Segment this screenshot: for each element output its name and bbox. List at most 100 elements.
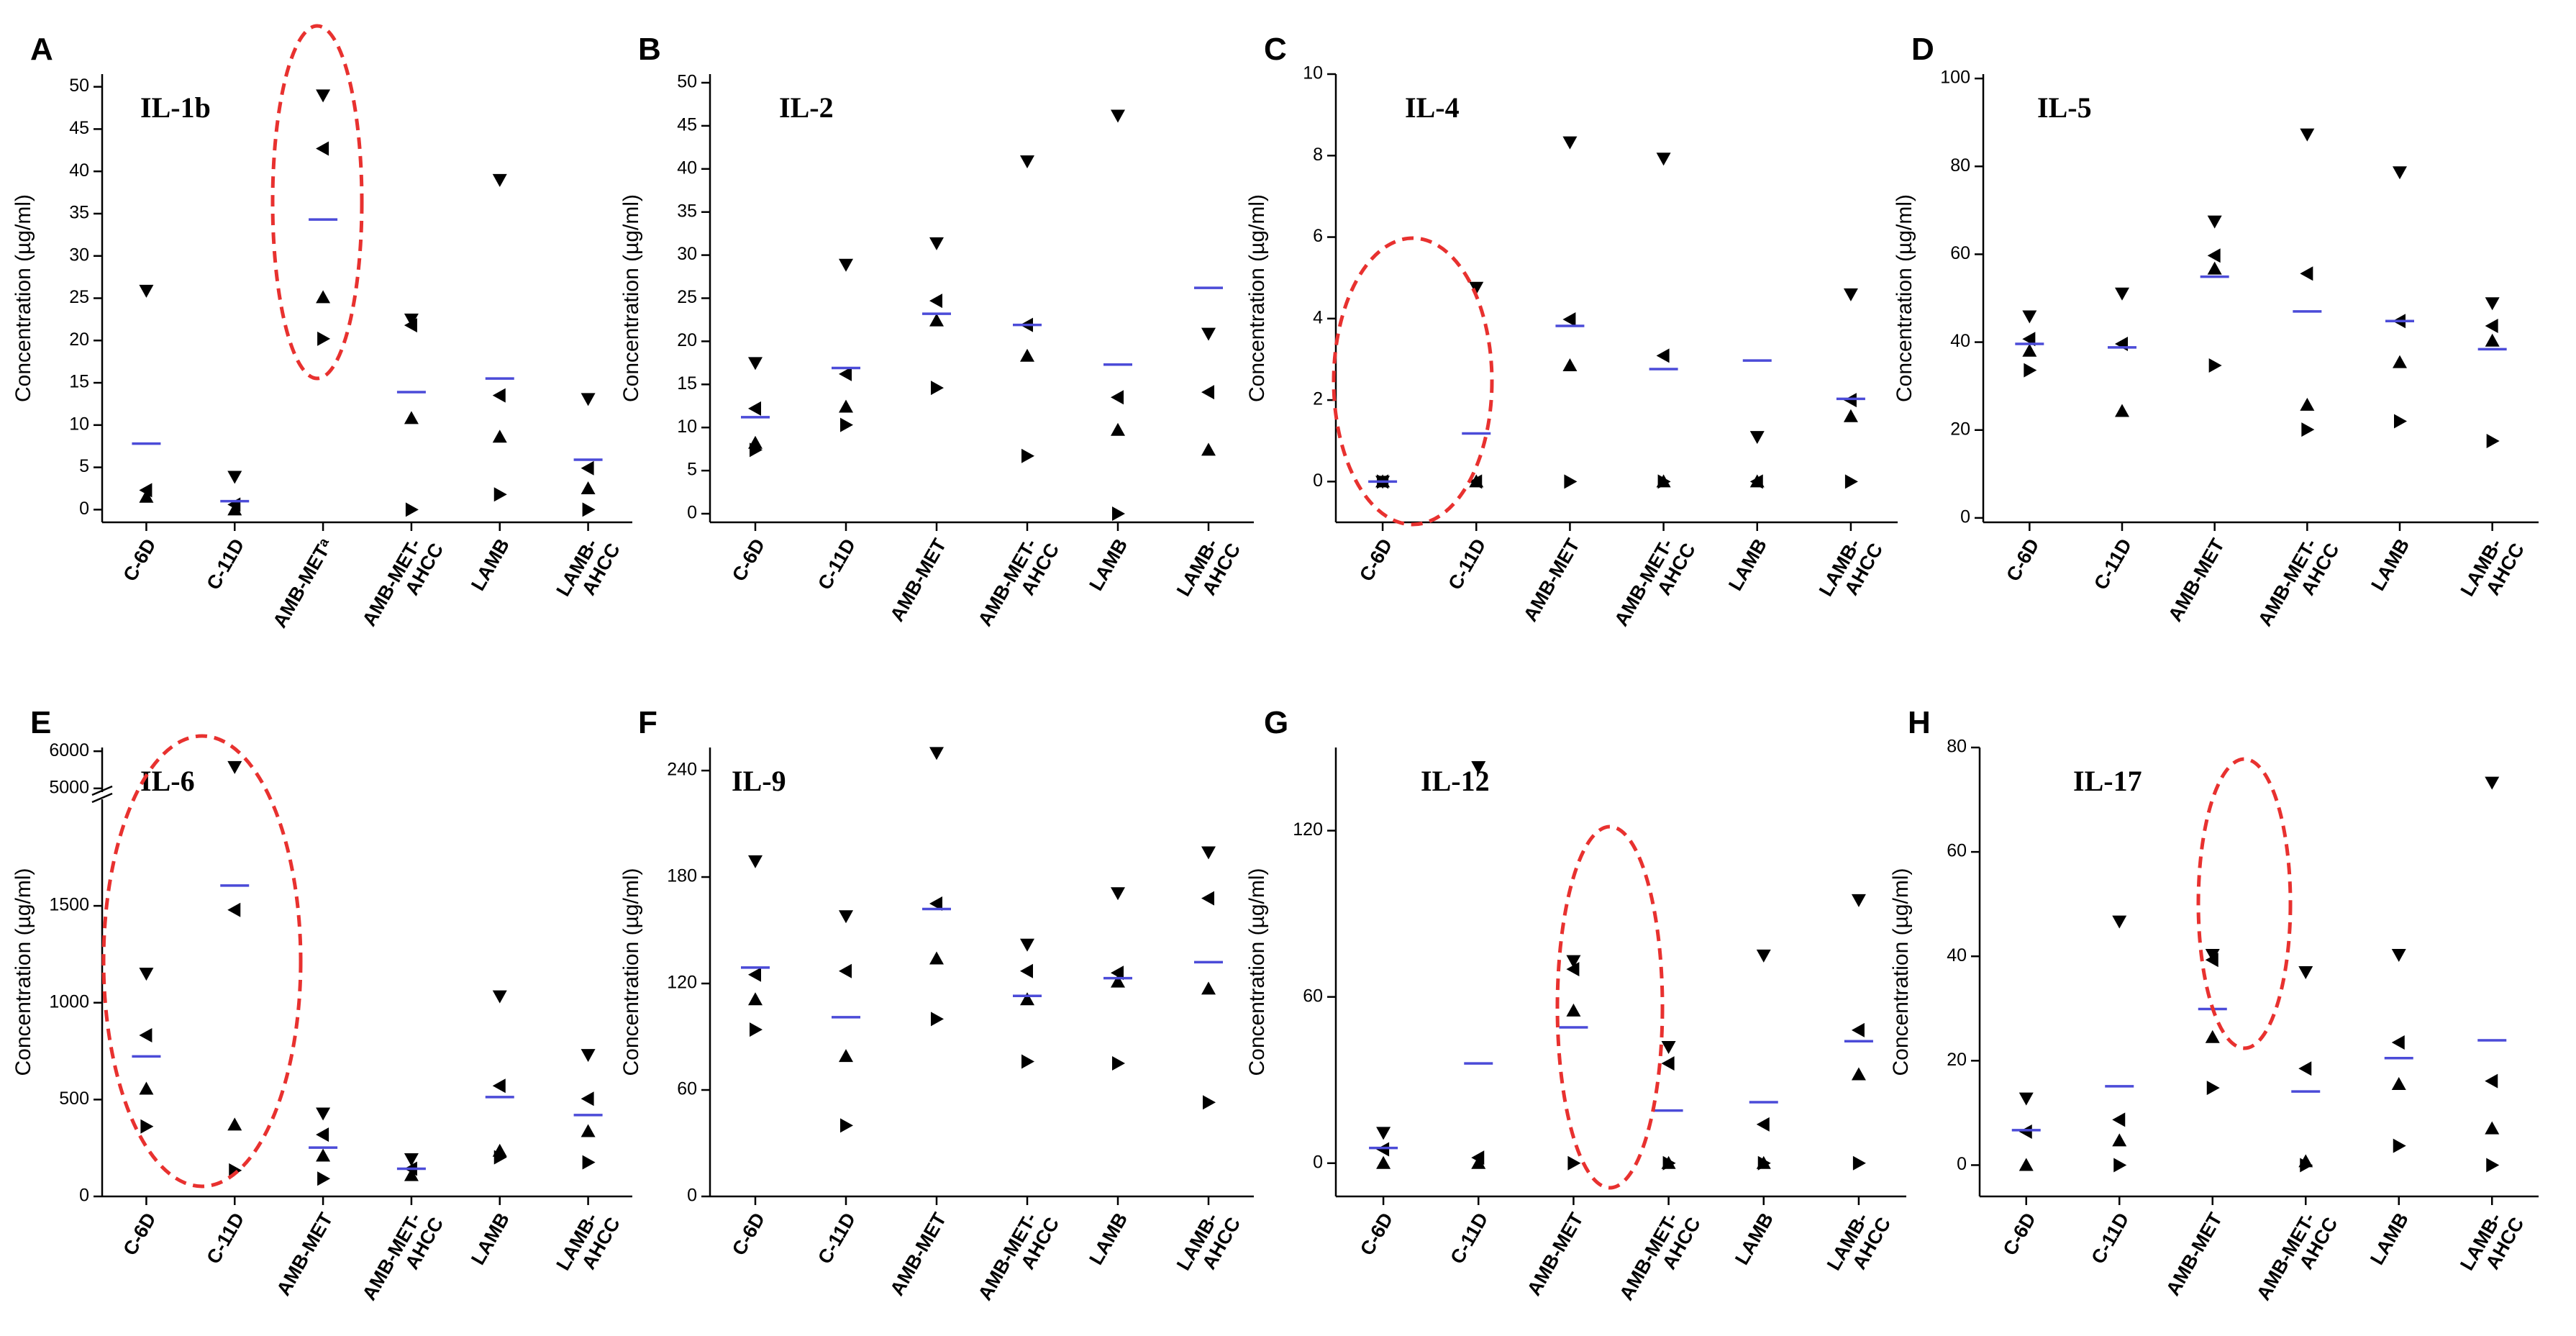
y-tick-label: 40 [1950, 331, 1970, 351]
data-point [582, 502, 596, 517]
data-point [1567, 1155, 1581, 1171]
data-point [1661, 1041, 1676, 1054]
data-point [2112, 1133, 2127, 1147]
y-tick-label: 20 [69, 330, 89, 350]
data-point [1112, 1056, 1125, 1071]
data-point [1376, 1142, 1390, 1157]
data-point [492, 430, 507, 443]
x-tick-label: AMB-MET [1519, 535, 1584, 625]
data-point [839, 1049, 853, 1063]
data-point [2019, 1092, 2034, 1106]
data-point [748, 967, 761, 982]
y-tick-label: 1000 [49, 991, 89, 1012]
data-point [929, 896, 942, 912]
data-point [2486, 1158, 2500, 1173]
data-point [2298, 1061, 2312, 1076]
data-point [2300, 128, 2315, 142]
x-tick-label: C-11D [2087, 1209, 2133, 1268]
data-point [1376, 1127, 1391, 1140]
y-tick-label: 6000 [49, 740, 89, 760]
data-point [931, 381, 944, 396]
y-tick-label: 10 [69, 414, 89, 434]
data-point [2394, 414, 2407, 429]
data-point [1111, 974, 1125, 988]
x-tick-label: C-11D [1444, 535, 1490, 594]
data-point [492, 388, 506, 403]
data-point [1471, 1155, 1486, 1169]
panel-letter: E [30, 705, 51, 740]
data-point [1757, 1155, 1771, 1171]
data-point [2205, 949, 2220, 963]
data-point [227, 1117, 242, 1131]
y-tick-label: 25 [69, 287, 89, 307]
data-point [1021, 1054, 1034, 1069]
y-tick-label: 0 [1957, 1154, 1967, 1174]
y-tick-label: 0 [1313, 471, 1323, 491]
data-point [1112, 506, 1125, 522]
y-tick-label: 45 [677, 114, 697, 135]
data-point [1566, 955, 1581, 968]
x-tick-label: AMB-MET [2164, 535, 2229, 625]
data-point [139, 489, 154, 503]
data-point [140, 1119, 154, 1134]
data-point [404, 318, 417, 333]
y-tick-label: 180 [667, 866, 697, 886]
data-point [1020, 963, 1033, 978]
data-point [1843, 409, 1858, 422]
data-point [1661, 1056, 1675, 1071]
data-point [139, 483, 153, 498]
y-axis-label: Concentration (µg/ml) [12, 868, 35, 1076]
x-tick-label: C-11D [814, 1209, 860, 1268]
data-point [1201, 891, 1214, 906]
data-point [1562, 136, 1578, 150]
y-tick-label: 20 [1950, 419, 1970, 439]
x-tick-label: C-11D [202, 535, 248, 594]
data-point [1020, 938, 1034, 952]
data-point [2298, 966, 2313, 979]
y-tick-label: 2 [1313, 389, 1323, 409]
data-point [2391, 1077, 2406, 1090]
x-tick-label: C-11D [2090, 535, 2136, 594]
data-point [139, 968, 154, 981]
data-point [2485, 1121, 2500, 1135]
data-point [1111, 109, 1125, 123]
axis-break [91, 792, 113, 804]
y-tick-label: 25 [677, 287, 697, 307]
data-point [1111, 422, 1125, 436]
y-tick-label: 0 [687, 503, 697, 523]
data-point [2485, 1073, 2498, 1089]
data-point [1662, 1155, 1676, 1171]
data-point [316, 290, 331, 304]
data-point [750, 442, 763, 458]
data-point [2205, 1030, 2220, 1043]
data-point [581, 393, 596, 406]
data-point [748, 357, 763, 371]
data-point [1566, 1003, 1581, 1017]
data-point [2300, 397, 2315, 411]
y-axis-label: Concentration (µg/ml) [1889, 868, 1913, 1076]
data-point [581, 460, 594, 476]
data-point [404, 411, 419, 424]
data-point [1469, 474, 1484, 488]
data-point [2022, 343, 2037, 357]
data-point [1469, 281, 1484, 295]
data-point [2393, 166, 2407, 180]
data-point [2207, 261, 2222, 275]
highlight-ellipse [1555, 824, 1665, 1190]
panel-title: IL-5 [2037, 91, 2092, 124]
data-point [1376, 1155, 1391, 1169]
panel: D IL-5 Concentration (µg/ml) 0 20 40 60 80 100 C-… [1893, 32, 2539, 630]
y-tick-label: 5 [687, 460, 697, 480]
data-point [2022, 310, 2037, 324]
y-tick-label: 30 [677, 244, 697, 264]
data-point [1201, 385, 1214, 400]
data-point [139, 1081, 154, 1095]
data-point [1851, 1067, 1866, 1081]
data-point [1564, 474, 1578, 489]
x-tick-label: LAMB [2367, 535, 2413, 595]
x-tick-label: C-6D [1355, 535, 1396, 586]
data-point [405, 502, 419, 517]
x-tick-label: AMB-MET [2162, 1209, 2226, 1299]
data-point [2485, 776, 2500, 790]
data-point [1851, 1022, 1865, 1037]
